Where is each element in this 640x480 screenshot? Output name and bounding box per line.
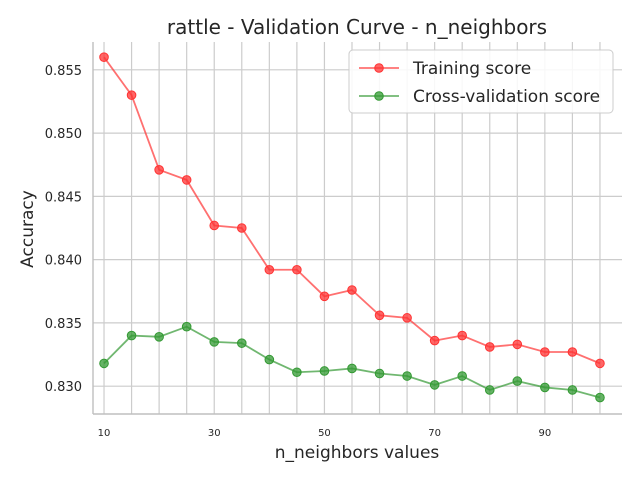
data-point — [595, 392, 605, 403]
data-point — [512, 376, 523, 386]
data-point — [319, 366, 330, 376]
data-point — [457, 371, 467, 381]
data-point — [209, 220, 220, 231]
data-point — [402, 313, 412, 323]
data-point — [512, 339, 523, 350]
data-point — [181, 321, 192, 332]
x-tick-label: 50 — [318, 428, 331, 439]
y-tick-label: 0.845 — [45, 190, 82, 205]
data-point — [374, 368, 385, 379]
data-point — [292, 367, 302, 378]
legend-label: Training score — [412, 59, 531, 79]
data-point — [567, 385, 578, 395]
data-point — [567, 347, 578, 357]
data-point — [154, 332, 164, 342]
legend: Training score Cross-validation score — [348, 49, 614, 114]
y-tick-label: 0.855 — [45, 64, 82, 79]
data-point — [264, 264, 275, 275]
data-point — [347, 285, 357, 295]
data-point — [181, 175, 192, 185]
x-tick-label: 30 — [208, 428, 221, 439]
series-layer — [99, 52, 605, 403]
legend-box — [348, 49, 614, 114]
data-point — [292, 264, 302, 275]
data-point — [99, 52, 109, 62]
chart-title: rattle - Validation Curve - n_neighbors — [167, 15, 547, 39]
legend-marker — [374, 63, 384, 73]
data-point — [374, 310, 385, 321]
y-tick-label: 0.850 — [45, 127, 82, 142]
legend-label: Cross-validation score — [413, 87, 600, 107]
y-tick-label: 0.835 — [45, 317, 82, 332]
x-tick-label: 10 — [98, 428, 111, 439]
data-point — [429, 335, 440, 346]
data-point — [264, 354, 275, 365]
data-point — [484, 385, 495, 395]
x-tick-label: 90 — [538, 428, 551, 439]
y-axis-label: Accuracy — [18, 190, 38, 268]
data-point — [126, 330, 137, 341]
data-point — [457, 330, 467, 341]
data-point — [236, 223, 247, 233]
data-point — [209, 337, 220, 347]
data-point — [540, 382, 550, 393]
legend-marker — [374, 91, 384, 101]
data-point — [236, 338, 247, 348]
data-point — [540, 347, 550, 357]
data-point — [402, 371, 412, 381]
y-tick-label: 0.830 — [45, 380, 82, 395]
data-point — [347, 363, 357, 374]
axes-spines — [92, 42, 622, 415]
data-point — [595, 358, 605, 369]
data-point — [319, 291, 330, 302]
tick-labels: 0.830 0.835 0.840 0.845 0.850 0.855 10 30 50 70 90 — [45, 64, 551, 439]
x-axis-label: n_neighbors values — [275, 443, 440, 463]
y-tick-label: 0.840 — [45, 254, 82, 269]
data-point — [126, 90, 137, 100]
data-point — [99, 358, 109, 369]
series-cross-validation — [99, 321, 605, 403]
data-point — [429, 380, 440, 390]
data-point — [154, 164, 164, 175]
x-tick-label: 70 — [428, 428, 441, 439]
data-point — [484, 342, 495, 352]
series-training — [99, 52, 605, 369]
